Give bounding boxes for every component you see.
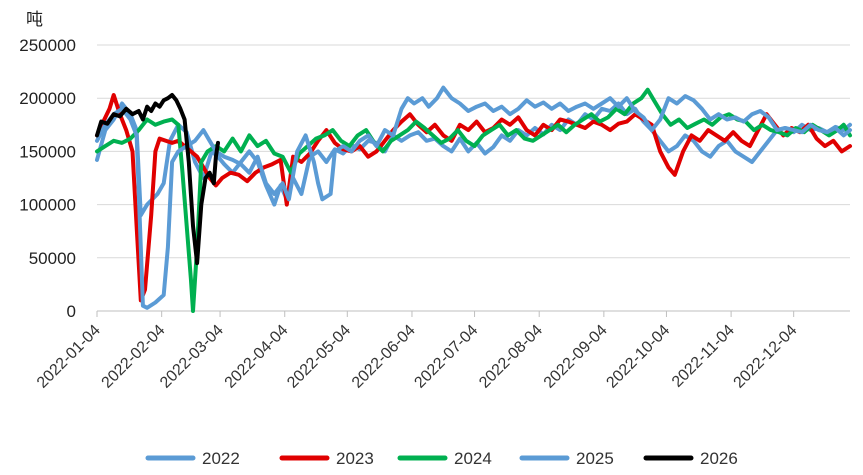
legend-item-2025: 2025 [519,449,614,468]
x-tick-label: 2022-01-04 [34,322,104,392]
y-tick-label: 250000 [19,36,76,55]
series-line-2025 [95,85,852,310]
y-axis: 250000 200000 150000 100000 50000 0 [19,36,76,321]
x-tick-label: 2022-05-04 [284,322,354,392]
legend-label: 2026 [700,449,738,468]
x-tick-label: 2022-11-04 [669,322,738,391]
x-tick-label: 2022-10-04 [603,322,673,392]
legend-label: 2025 [576,449,614,468]
x-axis: 2022-01-042022-02-042022-03-042022-04-04… [34,311,801,392]
y-tick-label: 50000 [29,249,76,268]
legend-label: 2022 [202,449,240,468]
legend-label: 2023 [336,449,374,468]
legend-item-2022: 2022 [145,449,240,468]
x-tick-label: 2022-12-04 [731,322,801,392]
y-tick-label: 100000 [19,196,76,215]
legend-item-2023: 2023 [279,449,374,468]
series-line-2026 [95,93,220,266]
legend: 2022 2023 2024 2025 2026 [145,449,738,468]
y-tick-label: 200000 [19,89,76,108]
y-tick-label: 150000 [19,142,76,161]
x-tick-label: 2022-03-04 [157,322,227,392]
x-tick-label: 2022-07-04 [411,322,481,392]
series-lines [95,85,852,313]
series-line-2023 [95,93,852,303]
y-unit-label: 吨 [26,10,43,29]
x-tick-label: 2022-09-04 [541,322,611,392]
legend-item-2024: 2024 [397,449,492,468]
x-tick-label: 2022-08-04 [476,322,546,392]
x-tick-label: 2022-04-04 [222,322,292,392]
x-tick-label: 2022-06-04 [349,322,419,392]
y-tick-label: 0 [67,302,76,321]
legend-item-2026: 2026 [643,449,738,468]
legend-label: 2024 [454,449,492,468]
